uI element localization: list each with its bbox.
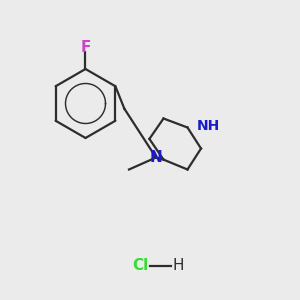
Text: N: N: [150, 150, 162, 165]
Text: NH: NH: [197, 119, 220, 133]
Text: Cl: Cl: [132, 258, 148, 273]
Text: F: F: [80, 40, 91, 56]
Text: H: H: [172, 258, 184, 273]
